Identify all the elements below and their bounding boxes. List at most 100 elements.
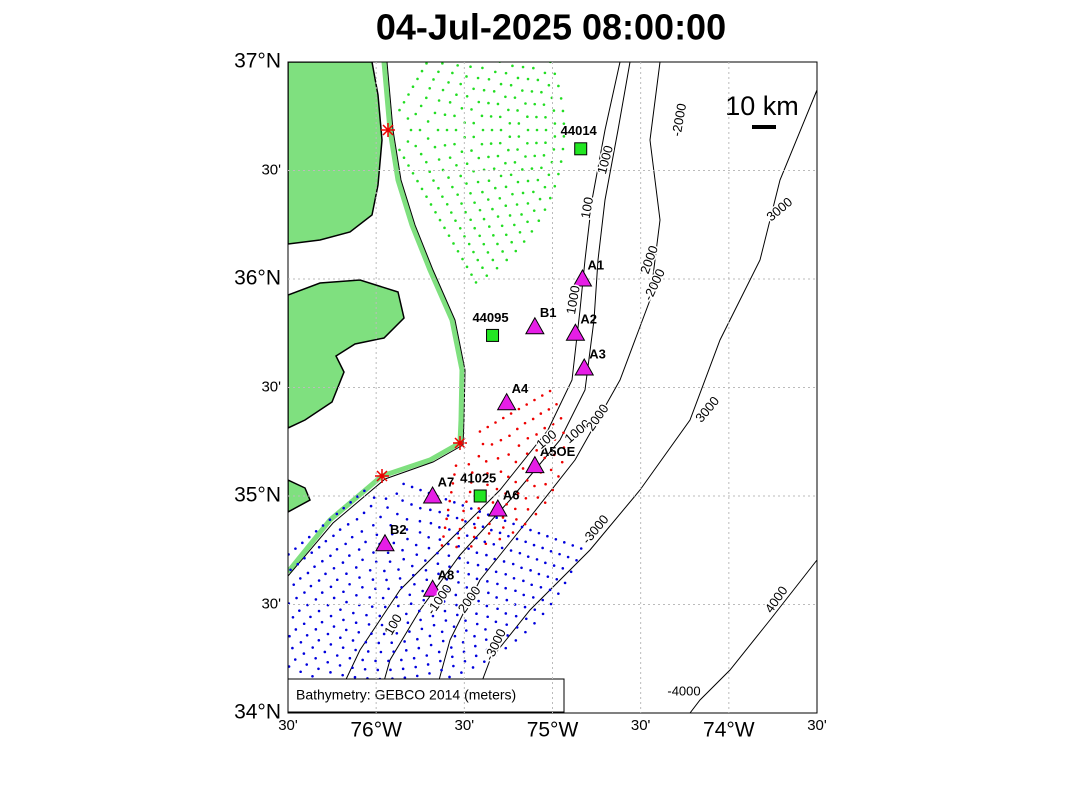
radar-dot [425,96,428,100]
radar-dot [429,508,432,512]
radar-dot [476,180,480,184]
radar-dot [406,621,410,625]
radar-dot [469,218,472,222]
radar-dot [285,589,288,592]
radar-dot [477,100,481,104]
radar-dot [526,115,529,118]
mooring [496,392,517,411]
radar-dot [491,258,495,262]
radar-dot [482,217,486,221]
radar-dot [439,659,442,663]
radar-dot [543,185,547,189]
radar-dot [397,568,400,571]
radar-dot [425,654,429,657]
radar-dot [557,592,560,595]
radar-dot [246,588,249,591]
radar-dot [461,518,464,522]
radar-dot [406,140,410,143]
radar-dot [410,503,413,506]
radar-dot [549,468,553,472]
radar-dot [402,156,406,160]
radar-dot [321,524,325,527]
radar-dot [345,600,348,604]
radar-dot [513,603,517,606]
radar-dot [486,483,489,487]
radar-dot [507,475,510,479]
radar-dot [476,563,480,567]
radar-dot [335,578,339,582]
radar-dot [273,565,276,568]
radar-dot [446,588,449,591]
radar-dot [416,637,419,641]
radar-dot [283,653,286,656]
radar-dot [465,629,468,632]
radar-dot [533,102,537,106]
mooring-label: A2 [580,312,597,327]
radar-dot [495,596,498,599]
radar-dot [475,536,478,540]
radar-dot [428,672,431,675]
radar-dot [436,551,439,555]
radar-dot [557,172,560,176]
radar-dot [491,207,494,211]
radar-dot [507,534,510,538]
map-body [246,62,817,713]
radar-dot [445,578,449,581]
radar-dot [360,530,364,533]
radar-dot [437,158,441,161]
radar-dot [529,528,532,532]
radar-dot [288,665,291,668]
radar-dot [386,506,389,509]
radar-dot [559,97,563,100]
radar-dot [508,135,512,139]
radar-dot [447,234,451,237]
radar-dot [357,630,361,634]
radar-dot [377,641,381,645]
radar-dot [493,70,497,74]
mooring-label: B1 [540,305,557,320]
radar-dot [505,623,509,626]
radar-dot [414,665,417,669]
radar-dot [429,521,433,525]
radar-dot [348,656,352,660]
radar-dot [535,449,538,452]
radar-dot [495,516,498,520]
radar-dot [405,518,409,521]
radar-dot [427,535,430,539]
radar-dot [440,668,443,672]
radar-dot [520,525,524,529]
radar-dot [418,128,422,132]
radar-dot [378,614,382,618]
radar-dot [357,548,361,551]
radar-dot [441,88,445,92]
radar-dot [486,472,489,475]
radar-dot [547,173,551,177]
radar-dot [533,608,537,611]
radar-dot [547,408,551,411]
radar-dot [448,156,452,159]
radar-dot [342,590,345,594]
radar-dot [414,144,418,148]
radar-dot [262,639,265,642]
radar-dot [486,615,489,619]
radar-dot [438,526,441,529]
radar-dot [507,108,510,112]
radar-dot [490,443,494,446]
radar-dot [452,242,455,245]
radar-dot [492,90,496,93]
radar-dot [390,641,394,645]
y-tick-label: 34°N [234,701,281,724]
radar-dot [454,593,458,597]
radar-dot [457,544,460,548]
radar-dot [398,577,402,580]
radar-dot [387,659,390,663]
radar-dot [447,554,451,557]
radar-dot [504,95,507,99]
radar-dot [430,605,434,609]
radar-dot [409,602,413,606]
radar-dot [516,180,520,184]
x-tick-label: 30' [278,717,298,734]
radar-dot [498,531,502,535]
radar-dot [361,585,364,589]
radar-dot [453,114,456,118]
